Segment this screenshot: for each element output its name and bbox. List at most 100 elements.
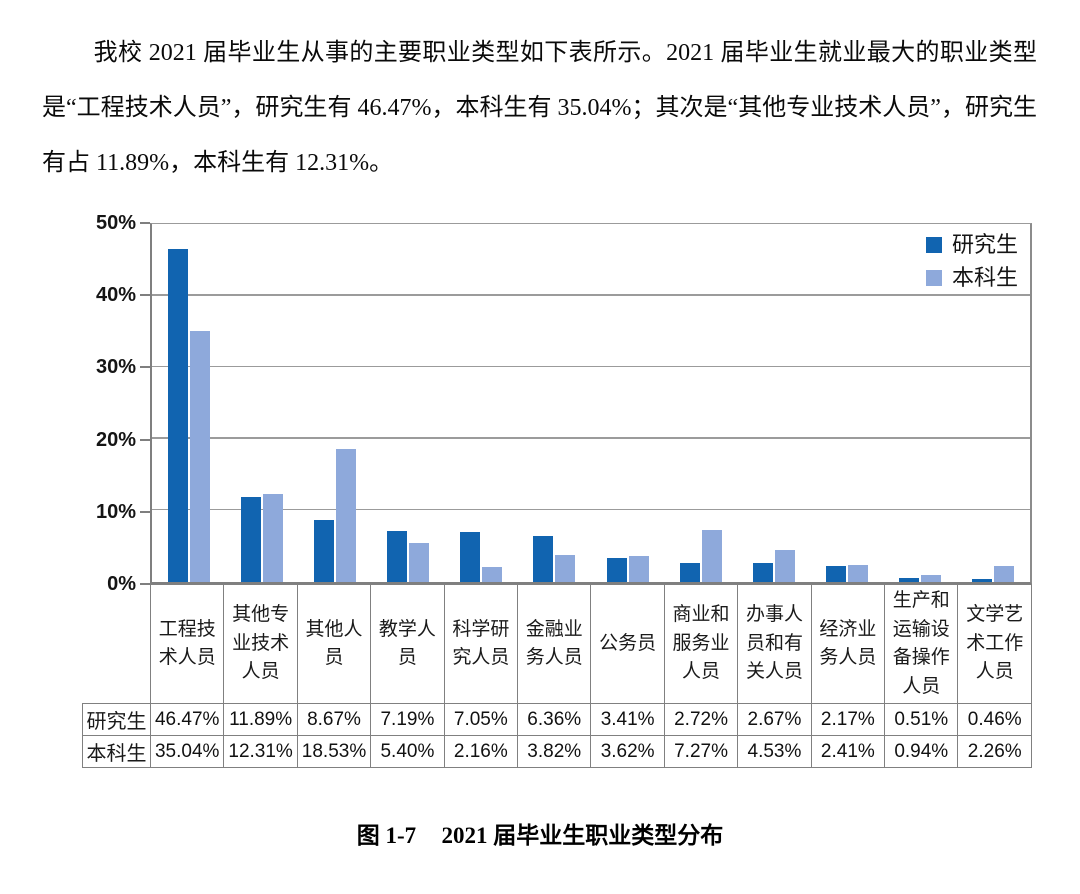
bar-graduate: [240, 496, 261, 582]
category-header-cell: 办事人员和有关人员: [737, 584, 812, 704]
bar-graduate: [167, 249, 188, 582]
category-header-cell: 商业和服务业人员: [663, 584, 739, 704]
value-cell: 7.27%: [663, 735, 739, 768]
value-cell: 0.51%: [884, 703, 959, 736]
category-slot: [445, 224, 518, 582]
bar-undergraduate: [482, 566, 503, 582]
gridline: [152, 437, 1030, 439]
bar-undergraduate: [921, 575, 942, 582]
value-cell: 8.67%: [296, 703, 372, 736]
value-cell: 12.31%: [223, 735, 298, 768]
bar-undergraduate: [701, 529, 722, 582]
legend: 研究生本科生: [925, 233, 1018, 299]
value-cell: 6.36%: [517, 703, 592, 736]
gridline: [152, 294, 1030, 296]
value-cell: 3.41%: [590, 703, 665, 736]
caption-label: 图 1-7: [356, 823, 417, 848]
category-header-cell: 其他人员: [296, 584, 372, 704]
legend-item-undergraduate: 本科生: [925, 265, 1018, 290]
figure-caption: 图 1-7 2021 届毕业生职业类型分布: [0, 816, 1080, 850]
bar-undergraduate: [628, 556, 649, 582]
value-cell: 2.72%: [663, 703, 739, 736]
y-axis-tick: [140, 222, 150, 224]
category-slot: [664, 224, 737, 582]
bar-graduate: [460, 531, 481, 582]
y-axis-label: 0%: [107, 573, 136, 595]
bar-graduate: [606, 557, 627, 582]
value-cell: 0.94%: [884, 735, 959, 768]
value-cell: 4.53%: [737, 735, 812, 768]
value-cell: 18.53%: [296, 735, 372, 768]
category-header-cell: 生产和运输设备操作人员: [884, 584, 959, 704]
bar-undergraduate: [994, 565, 1015, 582]
category-slot: [372, 224, 445, 582]
category-slot: [152, 224, 225, 582]
y-axis-tick: [140, 294, 150, 297]
plot-area: 研究生本科生: [150, 223, 1032, 584]
bar-undergraduate: [189, 331, 210, 582]
category-slot: [737, 224, 810, 582]
value-cell: 2.16%: [443, 735, 519, 768]
value-cell: 5.40%: [370, 735, 445, 768]
table-row: 本科生 35.04% 12.31% 18.53% 5.40% 2.16% 3.82% 3.62…: [82, 735, 1032, 768]
y-axis-tick: [140, 366, 150, 369]
bar-undergraduate: [409, 543, 430, 582]
y-axis-label: 10%: [95, 500, 136, 523]
bar-graduate: [679, 562, 700, 582]
y-axis-label: 40%: [95, 284, 136, 307]
bar-graduate: [752, 562, 773, 582]
y-axis-tick: [140, 510, 150, 513]
category-header-cell: 经济业务人员: [810, 584, 886, 704]
category-header-cell: 教学人员: [370, 584, 445, 704]
bar-graduate: [899, 578, 920, 582]
bar-undergraduate: [335, 449, 356, 582]
category-slot: [957, 224, 1030, 582]
category-slot: [298, 224, 371, 582]
category-header-cell: 科学研究人员: [443, 584, 519, 704]
legend-item-graduate: 研究生: [925, 233, 1018, 257]
gridline: [152, 508, 1030, 511]
intro-paragraph: 我校 2021 届毕业生从事的主要职业类型如下表所示。2021 届毕业生就业最大…: [42, 40, 1037, 176]
legend-label: 本科生: [951, 265, 1018, 290]
value-cell: 0.46%: [957, 703, 1032, 736]
category-slot: [225, 224, 298, 582]
value-cell: 3.62%: [590, 735, 665, 768]
row-header-cell: 本科生: [82, 735, 151, 768]
bar-graduate: [826, 566, 847, 582]
y-axis-label: 20%: [95, 428, 136, 451]
value-cell: 7.05%: [443, 703, 519, 736]
category-slot: [518, 224, 591, 582]
value-cell: 7.19%: [370, 703, 445, 736]
bar-undergraduate: [848, 564, 869, 582]
value-cell: 46.47%: [149, 703, 225, 736]
value-cell: 2.41%: [810, 735, 886, 768]
category-header-cell: 公务员: [590, 584, 665, 704]
legend-swatch-graduate-icon: [925, 237, 942, 253]
y-axis-tick: [140, 438, 150, 441]
bar-graduate: [387, 530, 408, 582]
document-page: 我校 2021 届毕业生从事的主要职业类型如下表所示。2021 届毕业生就业最大…: [0, 26, 1080, 850]
value-cell: 3.82%: [517, 735, 592, 768]
table-row: 研究生 46.47% 11.89% 8.67% 7.19% 7.05% 6.36% 3.41%…: [82, 703, 1032, 736]
legend-swatch-undergraduate-icon: [925, 270, 942, 286]
chart-plot-row: 0% 10% 20% 30% 40% 50% 研究生 本科生: [82, 211, 1032, 595]
row-header-cell: 研究生: [82, 703, 151, 736]
category-header-cell: 其他专业技术人员: [223, 584, 298, 704]
value-cell: 2.26%: [957, 735, 1032, 768]
value-cell: 2.67%: [737, 703, 812, 736]
value-cell: 11.89%: [223, 703, 298, 736]
bar-chart: 0% 10% 20% 30% 40% 50% 研究生 本科生 工程技术人员 其他专业技术人员其…: [82, 211, 1032, 768]
bars-container: [152, 224, 1030, 582]
category-slot: [811, 224, 884, 582]
y-axis-label: 30%: [95, 356, 136, 379]
y-axis: 0% 10% 20% 30% 40% 50%: [82, 212, 150, 595]
category-header-cell: 文学艺术工作人员: [957, 584, 1032, 704]
category-slot: [884, 224, 957, 582]
category-header-cell: 金融业务人员: [517, 584, 592, 704]
category-header-cell: 工程技术人员: [149, 584, 225, 704]
gridline: [152, 365, 1030, 368]
bar-graduate: [972, 578, 993, 582]
value-cell: 35.04%: [149, 735, 225, 768]
bar-undergraduate: [774, 549, 795, 582]
bar-graduate: [533, 536, 554, 582]
